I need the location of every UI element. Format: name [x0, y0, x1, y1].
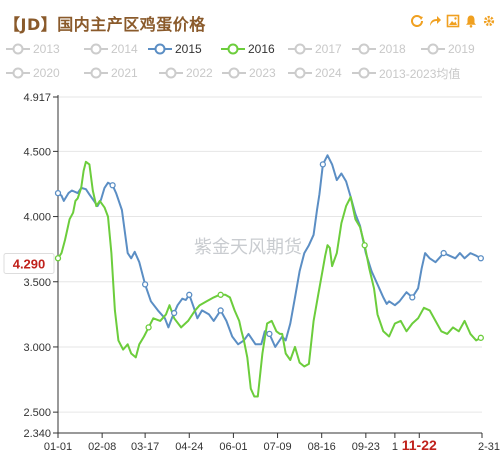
settings-icon[interactable] — [482, 14, 496, 28]
x-tick-label: 2-31 — [478, 441, 500, 453]
data-point-2015[interactable] — [171, 309, 178, 317]
legend-item-2013[interactable]: 2013 — [6, 40, 60, 58]
y-tick-label: 2.500 — [23, 407, 51, 419]
legend-label: 2020 — [33, 66, 60, 80]
share-icon[interactable] — [428, 14, 442, 28]
legend-item-2013-2023均值[interactable]: 2013-2023均值 — [352, 64, 460, 82]
line-chart: 紫金天风期货 4.917 4.500 4.000 3.500 3.000 2.500 2.34… — [3, 92, 500, 453]
y-tick-label: 3.500 — [23, 277, 51, 289]
legend-label: 2024 — [315, 66, 342, 80]
legend-label: 2023 — [249, 66, 276, 80]
legend-marker-icon — [6, 67, 30, 79]
x-tick-label: 02-08 — [88, 441, 116, 453]
legend-label: 2022 — [186, 66, 213, 80]
y-tick-label: 3.000 — [23, 342, 51, 354]
x-tick-label: 01-01 — [44, 441, 72, 453]
x-tick-label: 06-01 — [219, 441, 247, 453]
series-line-2016 — [57, 160, 482, 398]
legend-marker-icon — [148, 43, 172, 55]
watermark-text: 紫金天风期货 — [194, 237, 302, 258]
legend-item-2016[interactable]: 2016 — [221, 40, 275, 58]
legend-marker-icon — [222, 67, 246, 79]
y-tick-label: 4.500 — [23, 146, 51, 158]
legend-item-2024[interactable]: 2024 — [288, 64, 342, 82]
current-value-box — [3, 253, 55, 275]
chart-toolbar — [410, 14, 496, 28]
x-tick-label: 07-09 — [263, 441, 291, 453]
legend-label: 2014 — [111, 42, 138, 56]
data-point-2015[interactable] — [409, 294, 416, 301]
legend-item-2015[interactable]: 2015 — [148, 40, 202, 58]
legend-marker-icon — [159, 67, 183, 79]
legend-item-2021[interactable]: 2021 — [84, 64, 138, 82]
header: 【JD】国内主产区鸡蛋价格 — [0, 0, 502, 40]
data-point-2016[interactable] — [361, 242, 368, 249]
legend-label: 2021 — [111, 66, 138, 80]
x-tick-label: 11-22 — [402, 437, 437, 453]
x-tick-label: 09-23 — [352, 441, 380, 453]
legend-item-2019[interactable]: 2019 — [421, 40, 475, 58]
legend-label: 2015 — [175, 42, 202, 56]
y-tick-label: 4.917 — [23, 92, 51, 104]
y-tick-label: 4.000 — [23, 212, 51, 224]
data-point-2015[interactable] — [186, 291, 193, 298]
data-point-2015[interactable] — [141, 281, 149, 288]
data-point-2016[interactable] — [145, 324, 152, 331]
legend-marker-icon — [221, 43, 245, 55]
data-point-2015[interactable] — [217, 307, 224, 314]
legend-item-2017[interactable]: 2017 — [288, 40, 342, 58]
legend-label: 2017 — [315, 42, 342, 56]
legend-label: 2013 — [33, 42, 60, 56]
legend-row-2: 2020 2021 2022 2023 2024 2013-2023均值 — [6, 64, 500, 88]
data-point-2015[interactable] — [477, 255, 484, 262]
legend-marker-icon — [352, 43, 376, 55]
chart-title: 【JD】国内主产区鸡蛋价格 — [4, 15, 206, 34]
legend-marker-icon — [421, 43, 445, 55]
x-tick-label: 03-17 — [131, 441, 159, 453]
data-point-2015[interactable] — [440, 249, 447, 257]
x-tick-label: 04-24 — [175, 441, 203, 453]
series-line-2015 — [57, 154, 482, 348]
y-tick-label: 2.340 — [23, 428, 51, 440]
legend-marker-icon — [352, 67, 376, 79]
legend-label: 2018 — [379, 42, 406, 56]
legend-label: 2016 — [248, 42, 275, 56]
legend-item-2020[interactable]: 2020 — [6, 64, 60, 82]
refresh-icon[interactable] — [410, 14, 424, 28]
legend-item-2014[interactable]: 2014 — [84, 40, 138, 58]
data-point-2016[interactable] — [477, 334, 484, 341]
notify-icon[interactable] — [464, 14, 478, 28]
legend-label: 2019 — [448, 42, 475, 56]
legend-marker-icon — [84, 43, 108, 55]
data-point-2016[interactable] — [217, 291, 224, 298]
save-image-icon[interactable] — [446, 14, 460, 28]
current-value-label: 4.290 — [13, 257, 46, 272]
legend-marker-icon — [288, 43, 312, 55]
legend-marker-icon — [84, 67, 108, 79]
data-point-2015[interactable] — [319, 161, 327, 168]
data-point-2015[interactable] — [266, 330, 273, 338]
x-tick-label: 1 — [392, 441, 398, 453]
legend-label: 2013-2023均值 — [379, 66, 461, 81]
legend-item-2018[interactable]: 2018 — [352, 40, 406, 58]
legend-marker-icon — [288, 67, 312, 79]
legend-row-1: 2013 2014 2015 2016 2017 2018 2019 — [6, 40, 500, 64]
legend-item-2023[interactable]: 2023 — [222, 64, 276, 82]
chart-legend: 2013 2014 2015 2016 2017 2018 2019 2020 2021 202… — [6, 40, 500, 88]
data-point-2015[interactable] — [109, 182, 116, 189]
legend-marker-icon — [6, 43, 30, 55]
data-point-2016[interactable] — [54, 255, 62, 262]
data-point-2015[interactable] — [54, 189, 62, 197]
x-tick-label: 08-16 — [308, 441, 336, 453]
legend-item-2022[interactable]: 2022 — [159, 64, 213, 82]
